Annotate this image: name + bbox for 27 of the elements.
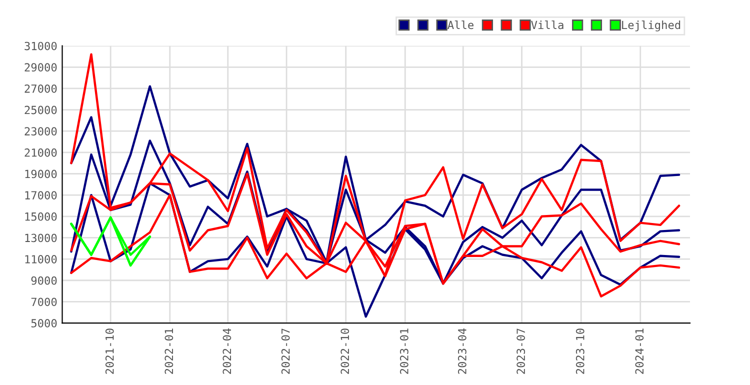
x-tick-label: 2022-07 [281, 328, 290, 374]
x-tick-label: 2022-01 [164, 328, 174, 374]
x-tick-label: 2021-10 [105, 328, 114, 374]
y-tick-label: 9000 [31, 276, 57, 285]
x-tick-label: 2023-01 [400, 328, 408, 374]
legend-label: Lejlighed [622, 20, 680, 32]
x-tick-label: 2023-07 [516, 328, 526, 374]
y-tick-label: 29000 [24, 63, 57, 72]
y-tick-label: 17000 [25, 191, 57, 200]
x-tick-label: 2024-01 [635, 328, 644, 374]
y-tick-label: 7000 [31, 298, 57, 306]
x-tick-label: 2022-04 [222, 328, 232, 374]
legend-label: Villa [531, 20, 564, 30]
y-tick-label: 21000 [24, 148, 57, 157]
y-tick-label: 31000 [24, 42, 57, 50]
y-tick-label: 23000 [24, 127, 57, 136]
x-tick-label: 2023-04 [458, 328, 466, 374]
y-tick-label: 11000 [25, 255, 57, 264]
y-tick-label: 5000 [31, 319, 57, 328]
y-tick-label: 19000 [25, 170, 57, 178]
y-tick-label: 13000 [25, 234, 57, 242]
x-tick-label: 2023-10 [576, 328, 584, 374]
y-tick-label: 25000 [24, 106, 57, 114]
y-tick-label: 15000 [25, 212, 57, 221]
x-tick-label: 2022-10 [340, 328, 350, 374]
legend-label: Alle [448, 20, 474, 30]
y-tick-label: 27000 [24, 84, 57, 93]
